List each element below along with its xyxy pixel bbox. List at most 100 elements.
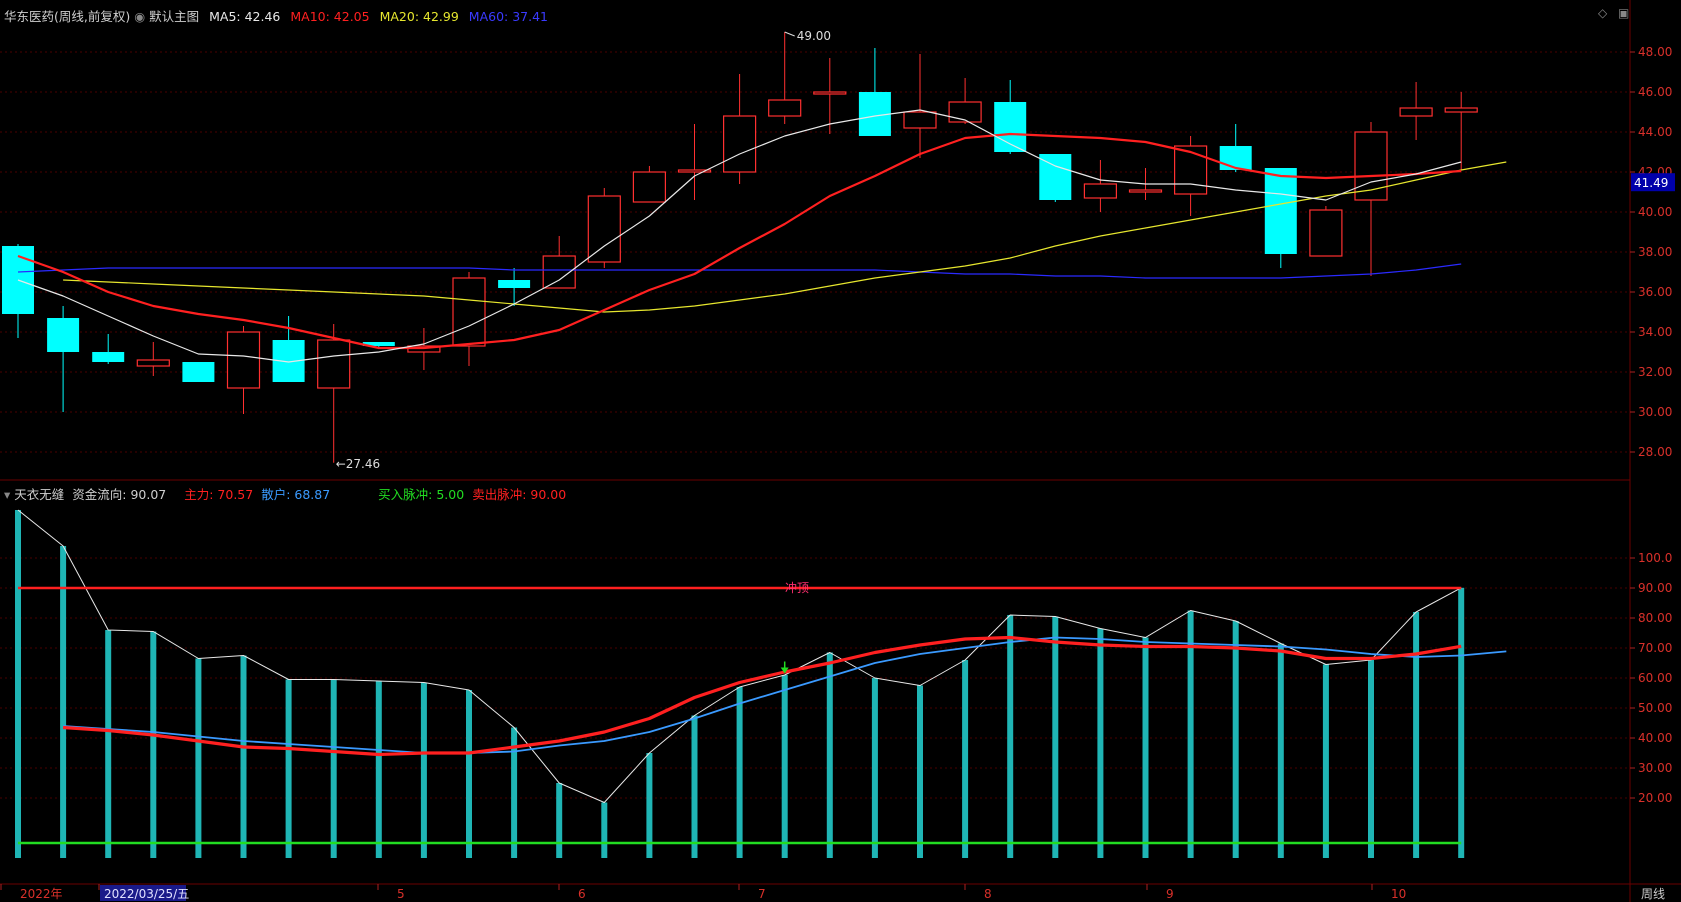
candle-body-up <box>1309 209 1343 257</box>
flow-bar <box>1097 628 1104 858</box>
flow-bar <box>511 727 518 858</box>
panel-toggle-icon[interactable]: ▣ <box>1618 6 1630 20</box>
main-force-line <box>62 635 1462 757</box>
flow-bar <box>1187 610 1194 858</box>
high-pointer <box>784 31 795 37</box>
flow-line <box>17 509 1462 803</box>
high-label: 49.00 <box>797 29 831 43</box>
low-label: ←27.46 <box>336 457 380 471</box>
flow-bar <box>15 510 21 858</box>
flow-bar <box>330 679 337 858</box>
main-y-tick-label: 36.00 <box>1638 285 1672 299</box>
x-tick-label: 2022/03/25/五 <box>104 887 189 901</box>
candle-body-up <box>1399 107 1433 117</box>
candle-body-up <box>677 169 712 173</box>
retail-line <box>63 636 1507 754</box>
candle-body-up <box>632 171 667 203</box>
settings-dot-icon[interactable]: ◉ <box>134 9 146 24</box>
candle-body-up <box>903 111 937 129</box>
candle-body-down <box>362 342 395 346</box>
main-force-label: 主力: 70.57 <box>184 487 254 502</box>
flow-bar <box>375 681 382 858</box>
flow-bar <box>195 658 202 858</box>
candle-body-up <box>136 359 170 367</box>
sub-y-tick-label: 40.00 <box>1638 731 1672 745</box>
ma10-line <box>17 132 1462 350</box>
main-chart-label[interactable]: 默认主图 <box>149 9 200 24</box>
ma20-line <box>63 161 1507 313</box>
candle-body-up <box>1173 145 1208 195</box>
x-tick-label: 2022年 <box>20 887 63 901</box>
flow-bar <box>420 682 427 858</box>
indicator-line-series <box>17 509 1507 845</box>
main-y-tick-label: 34.00 <box>1638 325 1672 339</box>
candle-body-up <box>948 101 982 123</box>
flow-bar <box>1322 664 1329 858</box>
candle-body-down <box>1264 168 1297 254</box>
diamond-icon[interactable]: ◇ <box>1598 6 1608 20</box>
x-tick-label: 7 <box>758 887 766 901</box>
x-tick-label: 9 <box>1166 887 1174 901</box>
flow-bar <box>466 690 472 858</box>
flow-bar <box>601 802 608 858</box>
candle-body-down <box>1039 154 1072 200</box>
flow-bar <box>646 753 653 858</box>
flow-bar <box>240 655 247 858</box>
flow-bar <box>285 679 292 858</box>
sub-y-tick-label: 100.0 <box>1638 551 1672 565</box>
flow-bar <box>1277 643 1284 858</box>
candle-body-up <box>317 339 351 389</box>
flow-bar <box>1052 616 1059 858</box>
x-tick-label: 8 <box>984 887 992 901</box>
x-tick-label: 10 <box>1391 887 1406 901</box>
candle-body-up <box>1444 107 1478 113</box>
sub-y-tick-label: 70.00 <box>1638 641 1672 655</box>
ma20-label: MA20: 42.99 <box>379 9 459 24</box>
main-y-tick-label: 38.00 <box>1638 245 1672 259</box>
sell-pulse-label: 卖出脉冲: 90.00 <box>472 487 567 502</box>
flow-label: 资金流向: 90.07 <box>72 487 167 502</box>
candle-body-down <box>182 362 215 382</box>
main-y-tick-label: 28.00 <box>1638 445 1672 459</box>
main-header: 华东医药(周线,前复权) ◉ 默认主图 MA5: 42.46 MA10: 42.… <box>4 6 548 25</box>
indicator-name[interactable]: 天衣无缝 <box>14 487 65 502</box>
period-label: 周线 <box>1641 887 1665 901</box>
collapse-chevron-icon[interactable]: ▾ <box>4 487 11 502</box>
candle-body-up <box>768 99 802 117</box>
retail-label: 散户: 68.87 <box>261 487 331 502</box>
candle-body-up <box>1083 183 1118 199</box>
flow-bar <box>691 715 698 858</box>
candle-body-up <box>1128 189 1163 193</box>
x-tick-label: 6 <box>578 887 586 901</box>
flow-bar <box>871 678 878 858</box>
main-y-tick-label: 30.00 <box>1638 405 1672 419</box>
flow-bar <box>1368 660 1374 858</box>
main-y-tick-label: 48.00 <box>1638 45 1672 59</box>
flow-bar <box>781 675 788 858</box>
candle-body-up <box>722 115 757 173</box>
sub-y-tick-label: 20.00 <box>1638 791 1672 805</box>
candle-body-up <box>587 195 621 263</box>
candle-body-up <box>1354 131 1388 201</box>
candle-body-up <box>813 91 847 95</box>
ma10-label: MA10: 42.05 <box>290 9 370 24</box>
top-line-label: 冲顶 <box>785 580 809 595</box>
flow-bar <box>105 630 112 858</box>
buy-pulse-label: 买入脉冲: 5.00 <box>378 487 465 502</box>
candle-body-down <box>92 352 125 362</box>
buy-arrow-head <box>780 667 789 674</box>
sub-y-tick-label: 50.00 <box>1638 701 1672 715</box>
flow-bar <box>736 687 743 858</box>
date-cursor-box <box>100 885 186 901</box>
candle-body-up <box>226 331 261 389</box>
current-price-label: 41.49 <box>1634 176 1668 190</box>
flow-bar <box>962 660 969 858</box>
flow-bar <box>556 783 563 858</box>
flow-bar <box>826 652 833 858</box>
ma60-line <box>17 263 1462 279</box>
ma5-line <box>17 109 1462 363</box>
candle-body-down <box>47 318 80 352</box>
flow-bar <box>1458 587 1465 858</box>
main-y-tick-label: 32.00 <box>1638 365 1672 379</box>
